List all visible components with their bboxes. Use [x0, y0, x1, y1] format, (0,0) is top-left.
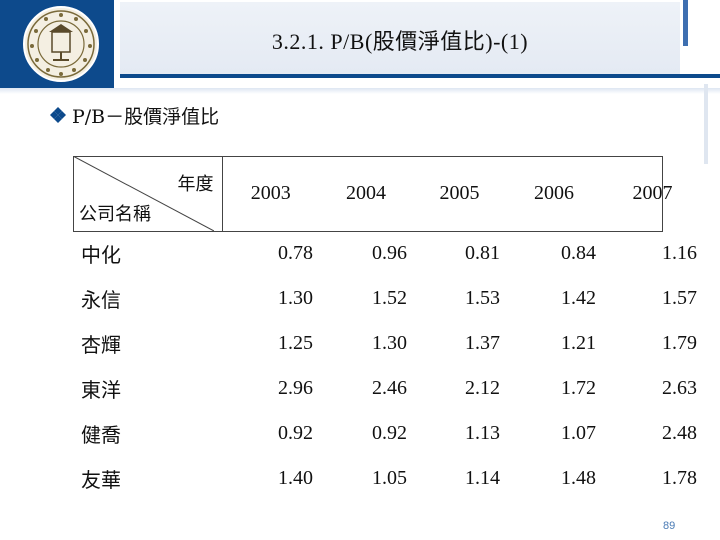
- table-top-border: [73, 156, 663, 157]
- table-row: 中化 0.78 0.96 0.81 0.84 1.16: [73, 231, 703, 276]
- pb-value: 2.96: [278, 377, 313, 399]
- table-row: 健喬 0.92 0.92 1.13 1.07 2.48: [73, 411, 703, 456]
- year-header: 2004: [346, 182, 386, 204]
- table-row: 東洋 2.96 2.46 2.12 1.72 2.63: [73, 366, 703, 411]
- pb-value: 2.63: [662, 377, 697, 399]
- left-blue-strip: [0, 0, 14, 88]
- pb-value: 0.92: [278, 422, 313, 444]
- header-shadow: [0, 88, 720, 94]
- corner-cell: 年度 公司名稱: [73, 156, 223, 231]
- slide-header: 3.2.1. P/B(股價淨值比)-(1): [0, 0, 720, 88]
- table-right-border: [662, 156, 663, 231]
- table-row: 友華 1.40 1.05 1.14 1.48 1.78: [73, 456, 703, 501]
- right-accent-bar: [704, 84, 708, 164]
- pb-value: 1.14: [465, 467, 500, 489]
- pb-value: 1.05: [372, 467, 407, 489]
- company-name: 永信: [81, 288, 121, 312]
- slide-title: 3.2.1. P/B(股價淨值比)-(1): [271, 29, 529, 54]
- bullet-line: P/B－股價淨值比: [48, 100, 219, 130]
- company-name: 杏輝: [81, 333, 121, 357]
- year-header: 2006: [534, 182, 574, 204]
- pb-value: 0.81: [465, 242, 500, 264]
- year-header: 2005: [439, 182, 480, 204]
- pb-value: 1.07: [561, 422, 596, 444]
- bullet-text: P/B－股價淨值比: [72, 105, 220, 128]
- title-accent-bar: [683, 0, 688, 46]
- pb-value: 1.57: [662, 287, 697, 309]
- year-header: 2003: [250, 182, 291, 204]
- pb-value: 2.12: [465, 377, 500, 399]
- company-name: 中化: [81, 243, 121, 267]
- pb-value: 0.78: [278, 242, 313, 264]
- company-name: 友華: [81, 468, 121, 492]
- pb-value: 1.30: [278, 287, 313, 309]
- pb-value: 2.48: [662, 422, 697, 444]
- table-row: 永信 1.30 1.52 1.53 1.42 1.57: [73, 276, 703, 321]
- pb-value: 1.52: [372, 287, 407, 309]
- title-underline: [120, 74, 720, 78]
- table-header-row: 年度 公司名稱 2003 2004 2005 2006 2007: [73, 156, 703, 231]
- pb-value: 1.72: [561, 377, 596, 399]
- pb-value: 1.53: [465, 287, 500, 309]
- company-name: 健喬: [81, 423, 121, 447]
- pb-value: 1.21: [561, 332, 596, 354]
- pb-value: 1.42: [561, 287, 596, 309]
- diamond-bullet-icon: [50, 107, 66, 123]
- corner-diagonal: [73, 156, 214, 231]
- table-row: 杏輝 1.25 1.30 1.37 1.21 1.79: [73, 321, 703, 366]
- company-name: 東洋: [81, 378, 121, 402]
- pb-value: 1.37: [465, 332, 500, 354]
- corner-company-label: 公司名稱: [79, 204, 151, 225]
- pb-value: 2.46: [372, 377, 407, 399]
- pb-value: 1.79: [662, 332, 697, 354]
- title-box: 3.2.1. P/B(股價淨值比)-(1): [120, 2, 680, 74]
- pb-value: 1.40: [278, 467, 313, 489]
- pb-value: 1.25: [278, 332, 313, 354]
- corner-year-label: 年度: [177, 174, 214, 195]
- year-header: 2007: [632, 182, 673, 204]
- header-bottom-border: [73, 231, 663, 232]
- pb-value: 1.13: [465, 422, 500, 444]
- university-seal-icon: [23, 6, 99, 82]
- pb-value: 1.48: [561, 467, 596, 489]
- table-left-border: [73, 156, 74, 231]
- pb-value: 1.78: [662, 467, 697, 489]
- logo-panel: [14, 0, 114, 88]
- pb-value: 0.92: [372, 422, 407, 444]
- pb-table: 年度 公司名稱 2003 2004 2005 2006 2007 中化 0.78…: [73, 156, 703, 501]
- pb-value: 0.84: [561, 242, 596, 264]
- page-number: 89: [663, 520, 676, 532]
- pb-value: 0.96: [372, 242, 407, 264]
- pb-value: 1.30: [372, 332, 407, 354]
- pb-value: 1.16: [662, 242, 697, 264]
